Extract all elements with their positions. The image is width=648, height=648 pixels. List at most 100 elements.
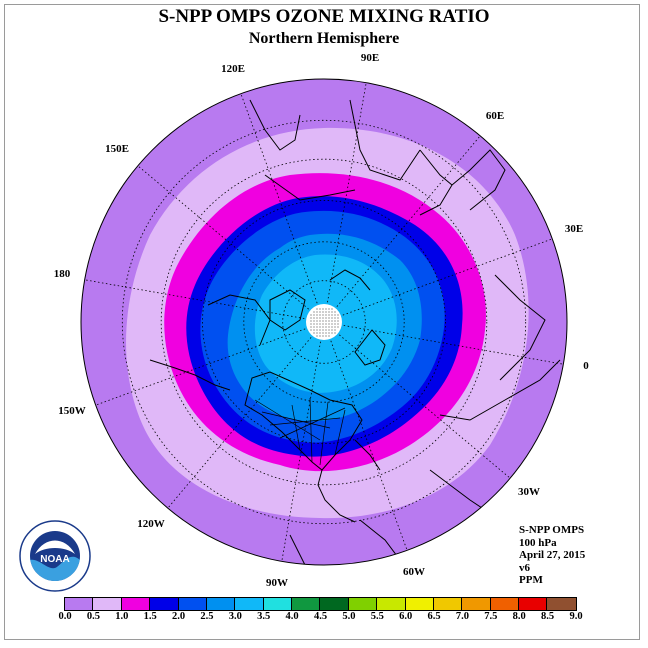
stipple-dot <box>310 317 312 319</box>
stipple-dot <box>316 323 318 325</box>
meridian-line <box>323 321 408 551</box>
lon-label-150w: 150W <box>58 405 86 417</box>
stipple-dot <box>319 311 321 313</box>
stipple-dot <box>334 311 336 313</box>
stipple-dot <box>310 314 312 316</box>
stipple-dot <box>322 326 324 328</box>
stipple-dot <box>328 308 330 310</box>
lon-label-60w: 60W <box>403 566 425 578</box>
stipple-dot <box>319 326 321 328</box>
latitude-circle <box>160 158 488 486</box>
info-units: PPM <box>519 574 543 587</box>
colorbar-tick-label: 5.5 <box>370 611 384 622</box>
lon-label-30e: 30E <box>564 223 584 235</box>
stipple-dot <box>316 311 318 313</box>
stipple-dot <box>337 320 339 322</box>
meridian-line <box>167 321 325 509</box>
info-version: v6 <box>519 561 530 574</box>
stipple-dot <box>316 332 318 334</box>
stipple-dot <box>313 320 315 322</box>
stipple-dot <box>325 320 327 322</box>
latitude-circle <box>282 280 366 364</box>
colorbar-tick-label: 4.0 <box>285 611 299 622</box>
stipple-dot <box>325 323 327 325</box>
stipple-dot <box>337 323 339 325</box>
stipple-dot <box>334 326 336 328</box>
latitude-circle <box>121 119 527 525</box>
meridian-line <box>95 321 325 406</box>
colorbar-swatch <box>65 598 94 610</box>
stipple-dot <box>328 317 330 319</box>
lon-label-30w: 30W <box>518 486 540 498</box>
stipple-dot <box>331 326 333 328</box>
stipple-dot <box>310 323 312 325</box>
stipple-dot <box>319 314 321 316</box>
stipple-dot <box>322 320 324 322</box>
stipple-dot <box>334 323 336 325</box>
noaa-logo-text: NOAA <box>40 554 69 565</box>
stipple-dot <box>316 326 318 328</box>
colorbar-tick-label: 0.5 <box>86 611 100 622</box>
stipple-dot <box>328 311 330 313</box>
meridian-line <box>137 165 325 323</box>
stipple-dot <box>325 317 327 319</box>
stipple-dot <box>325 332 327 334</box>
map-info: S-NPP OMPS 100 hPa April 27, 2015 v6 PPM <box>519 524 585 587</box>
lon-label-0: 0 <box>583 360 589 372</box>
stipple-dot <box>313 311 315 313</box>
stipple-dot <box>337 314 339 316</box>
stipple-dot <box>322 308 324 310</box>
figure-frame <box>4 4 640 640</box>
stipple-dot <box>313 326 315 328</box>
colorbar-tick-label: 7.5 <box>484 611 498 622</box>
colorbar-tick-label: 9.0 <box>569 611 583 622</box>
stipple-dot <box>328 332 330 334</box>
lon-label-150e: 150E <box>105 143 129 155</box>
lon-label-60e: 60E <box>485 110 505 122</box>
colorbar-swatch <box>433 598 463 610</box>
lon-label-120e: 120E <box>221 63 245 75</box>
stipple-dot <box>331 314 333 316</box>
colorbar-swatch <box>462 598 491 610</box>
stipple-dot <box>328 326 330 328</box>
stipple-dot <box>322 314 324 316</box>
stipple-dot <box>331 308 333 310</box>
colorbar-swatch <box>150 598 179 610</box>
lon-label-90w: 90W <box>266 577 288 589</box>
stipple-dot <box>331 317 333 319</box>
info-level: 100 hPa <box>519 536 557 549</box>
stipple-dot <box>328 329 330 331</box>
colorbar-swatch <box>348 598 378 610</box>
colorbar-swatch <box>206 598 236 610</box>
stipple-dot <box>316 335 318 337</box>
colorbar-swatch <box>235 598 264 610</box>
stipple-dot <box>319 335 321 337</box>
stipple-dot <box>322 311 324 313</box>
stipple-dot <box>331 311 333 313</box>
stipple-dot <box>310 329 312 331</box>
map-title: S-NPP OMPS OZONE MIXING RATIO <box>158 6 490 27</box>
stipple-dot <box>325 335 327 337</box>
lon-label-180: 180 <box>53 268 71 280</box>
stipple-dot <box>316 320 318 322</box>
colorbar-tick-label: 8.0 <box>512 611 526 622</box>
colorbar-tick-label: 4.5 <box>313 611 328 622</box>
meridian-line <box>281 321 325 562</box>
lon-label-120w: 120W <box>137 518 165 530</box>
stipple-dot <box>319 308 321 310</box>
stipple-dot <box>331 332 333 334</box>
colorbar-swatch <box>320 598 349 610</box>
meridian-line <box>323 238 553 323</box>
colorbar-swatch <box>93 598 122 610</box>
colorbar-tick-label: 0.0 <box>58 611 72 622</box>
graticule <box>84 82 564 562</box>
stipple-dot <box>328 335 330 337</box>
stipple-dot <box>322 335 324 337</box>
stipple-dot <box>328 314 330 316</box>
colorbar-tick-label: 7.0 <box>455 611 469 622</box>
polar-stipple <box>310 308 339 337</box>
stipple-dot <box>319 320 321 322</box>
lon-label-90e: 90E <box>360 52 380 64</box>
colorbar <box>64 597 577 611</box>
colorbar-tick-label: 3.5 <box>257 611 271 622</box>
